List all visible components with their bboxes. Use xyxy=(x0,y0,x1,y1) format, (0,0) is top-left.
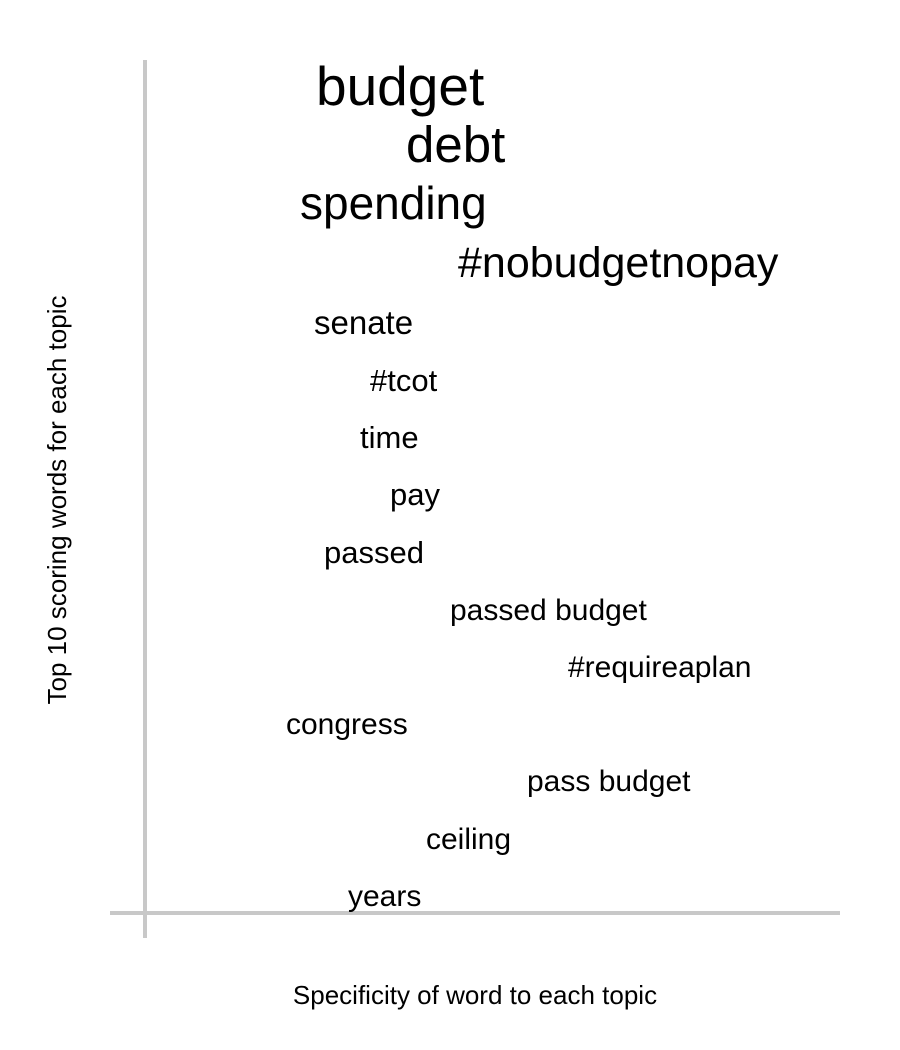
x-axis-label: Specificity of word to each topic xyxy=(293,980,657,1010)
word-8: pay xyxy=(390,477,440,512)
word-9: passed xyxy=(324,535,424,570)
word-13: pass budget xyxy=(527,765,691,798)
word-12: congress xyxy=(286,708,408,741)
word-7: time xyxy=(360,420,419,455)
word-10: passed budget xyxy=(450,594,647,627)
word-14: ceiling xyxy=(426,823,511,856)
word-1: budget xyxy=(316,55,484,117)
word-3: spending xyxy=(300,177,487,229)
word-6: #tcot xyxy=(370,363,438,398)
word-15: years xyxy=(348,880,421,913)
word-5: senate xyxy=(314,304,413,341)
y-axis-label: Top 10 scoring words for each topic xyxy=(42,296,72,705)
word-2: debt xyxy=(406,116,505,173)
word-11: #requireaplan xyxy=(568,651,751,684)
word-4: #nobudgetnopay xyxy=(458,239,779,287)
